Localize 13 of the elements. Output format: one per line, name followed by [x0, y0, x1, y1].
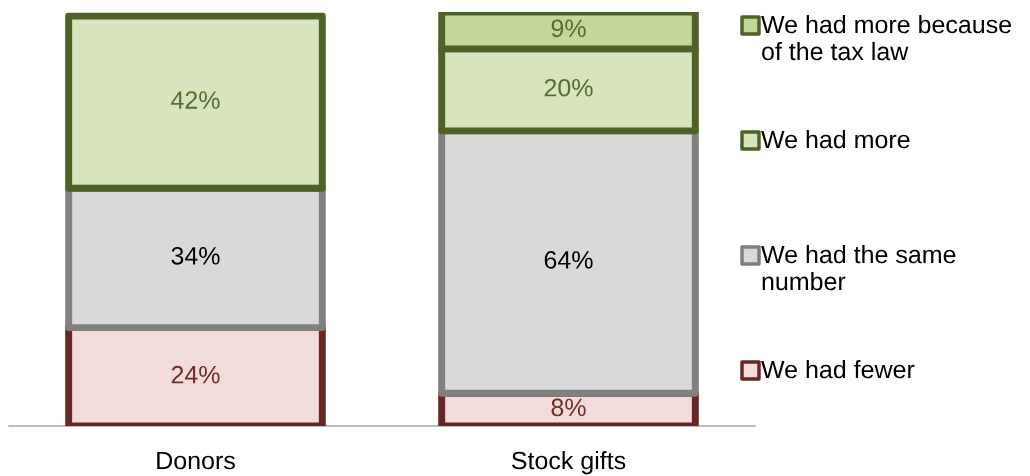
- legend-label: We had the same number: [761, 245, 956, 291]
- data-label: 34%: [171, 246, 220, 265]
- data-label: 20%: [544, 78, 593, 97]
- data-label: 8%: [551, 398, 586, 417]
- data-label: 9%: [551, 19, 586, 38]
- legend-label: We had more because of the tax law: [761, 15, 1011, 61]
- data-label: 24%: [171, 365, 220, 384]
- x-tick-label: Stock gifts: [511, 451, 626, 475]
- legend-label: We had more: [761, 130, 910, 149]
- legend-label: We had fewer: [761, 360, 915, 379]
- data-label: 64%: [544, 251, 593, 269]
- data-label: 42%: [171, 91, 220, 109]
- x-tick-label: Donors: [157, 451, 235, 470]
